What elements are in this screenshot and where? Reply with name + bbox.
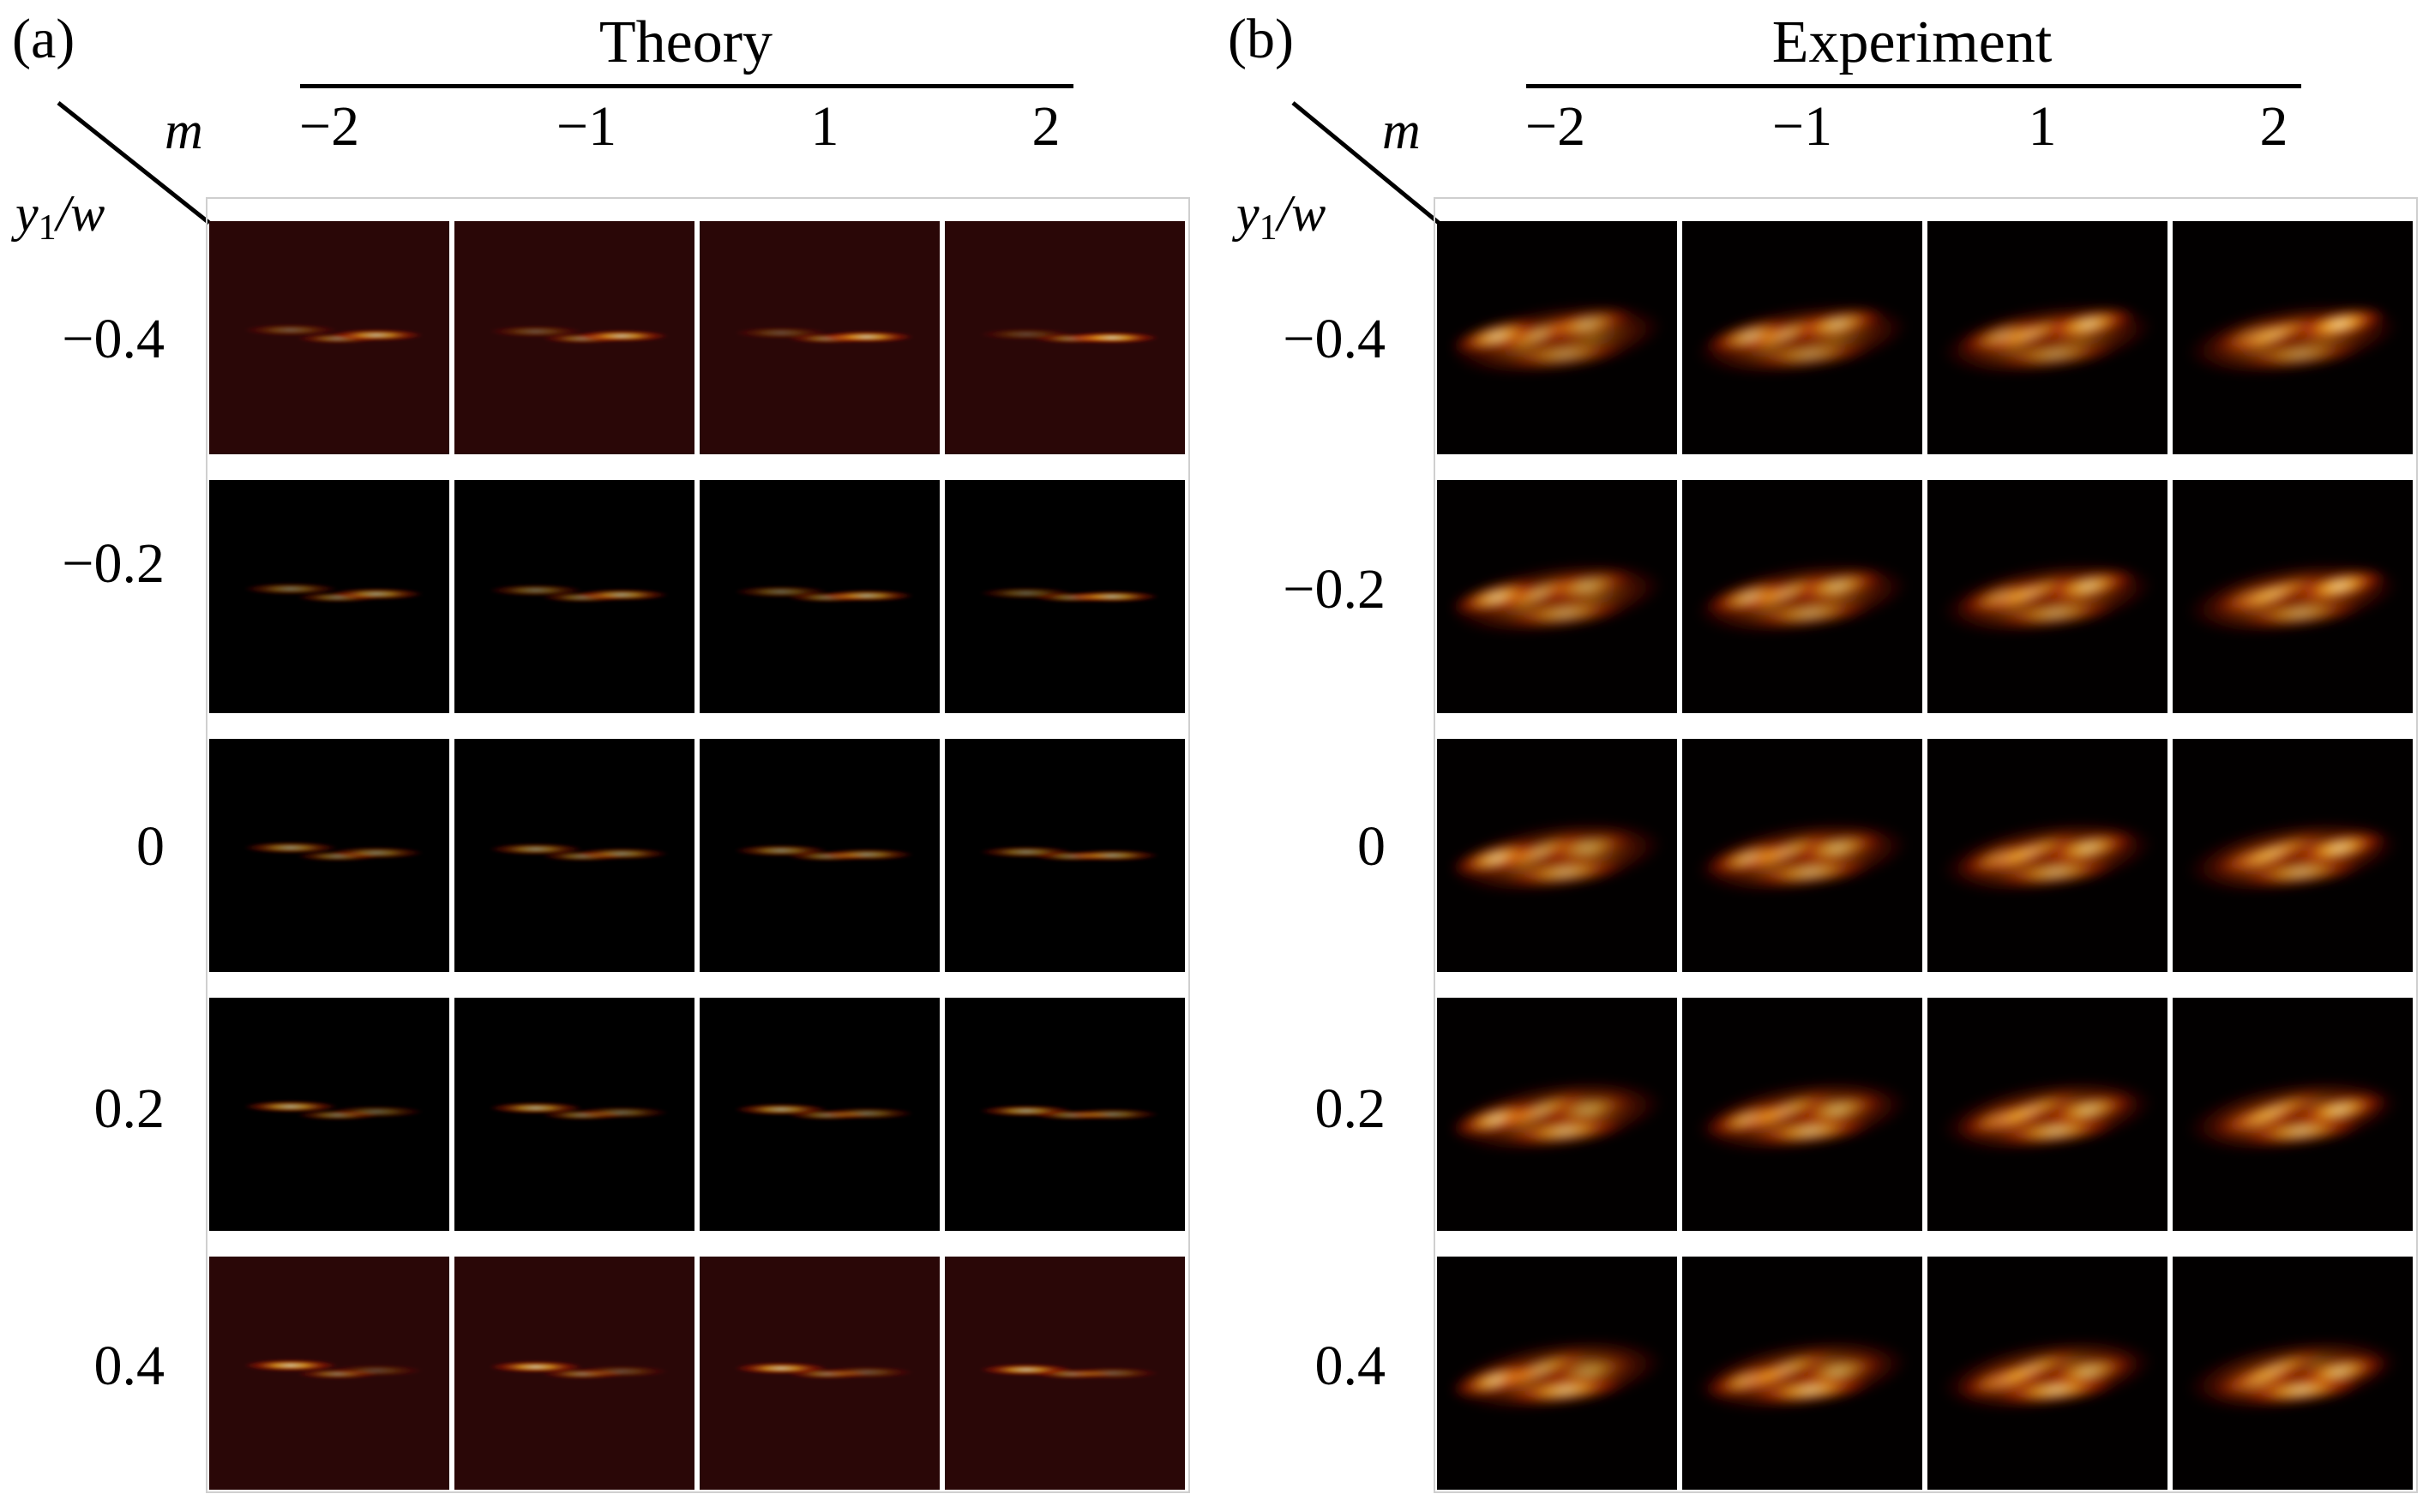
experiment-pattern xyxy=(1682,480,1926,715)
experiment-col-label: 1 xyxy=(2028,95,2057,158)
experiment-underline xyxy=(1526,84,2301,88)
panel-b-y-label: y1/w xyxy=(1236,185,1326,248)
theory-pattern xyxy=(945,480,1188,715)
theory-pattern xyxy=(454,221,698,456)
experiment-pattern xyxy=(1437,480,1680,715)
experiment-pattern xyxy=(1927,480,2171,715)
panel-a-corner-divider xyxy=(57,101,1440,225)
experiment-pattern xyxy=(1927,739,2171,974)
experiment-pattern xyxy=(1682,998,1926,1233)
experiment-col-label: −2 xyxy=(1524,95,1586,158)
experiment-pattern xyxy=(1927,221,2171,456)
experiment-pattern xyxy=(2173,221,2416,456)
experiment-pattern xyxy=(1437,998,1680,1233)
experiment-pattern xyxy=(1682,1257,1926,1491)
experiment-row-label: −0.4 xyxy=(1283,308,1386,370)
theory-pattern xyxy=(700,221,943,456)
experiment-pattern xyxy=(1927,1257,2171,1491)
theory-pattern xyxy=(209,739,453,974)
experiment-col-label: −1 xyxy=(1771,95,1833,158)
experiment-col-label: 2 xyxy=(2259,95,2288,158)
experiment-pattern xyxy=(1682,739,1926,974)
theory-grid xyxy=(206,197,1190,1493)
experiment-row-label: 0 xyxy=(1357,815,1386,878)
experiment-pattern xyxy=(2173,480,2416,715)
theory-pattern xyxy=(945,1257,1188,1491)
theory-pattern xyxy=(454,998,698,1233)
theory-row-label: 0 xyxy=(136,815,165,878)
experiment-pattern xyxy=(1437,221,1680,456)
theory-pattern xyxy=(454,480,698,715)
theory-pattern xyxy=(209,1257,453,1491)
experiment-row-label: 0.4 xyxy=(1314,1335,1386,1397)
theory-pattern xyxy=(700,998,943,1233)
theory-pattern xyxy=(945,221,1188,456)
theory-col-label: −2 xyxy=(298,95,360,158)
theory-pattern xyxy=(945,739,1188,974)
theory-pattern xyxy=(209,221,453,456)
experiment-pattern xyxy=(2173,1257,2416,1491)
panel-a-m-label: m xyxy=(165,102,203,160)
experiment-grid xyxy=(1434,197,2418,1493)
panel-b-label: (b) xyxy=(1228,8,1294,70)
theory-pattern xyxy=(454,739,698,974)
theory-pattern xyxy=(945,998,1188,1233)
experiment-pattern xyxy=(1682,221,1926,456)
theory-pattern xyxy=(454,1257,698,1491)
theory-pattern xyxy=(700,1257,943,1491)
experiment-pattern xyxy=(1437,739,1680,974)
experiment-pattern xyxy=(2173,998,2416,1233)
experiment-pattern xyxy=(1927,998,2171,1233)
panel-a-y-label: y1/w xyxy=(15,185,105,248)
theory-col-label: 1 xyxy=(810,95,839,158)
theory-pattern xyxy=(700,739,943,974)
theory-pattern xyxy=(209,998,453,1233)
panel-a-label: (a) xyxy=(12,8,75,70)
theory-row-label: −0.2 xyxy=(62,532,165,595)
theory-title: Theory xyxy=(598,9,773,75)
theory-col-label: −1 xyxy=(556,95,617,158)
experiment-row-label: −0.2 xyxy=(1283,558,1386,621)
theory-col-label: 2 xyxy=(1031,95,1061,158)
experiment-title: Experiment xyxy=(1771,9,2053,75)
theory-pattern xyxy=(209,480,453,715)
experiment-row-label: 0.2 xyxy=(1314,1077,1386,1140)
experiment-pattern xyxy=(1437,1257,1680,1491)
theory-row-label: 0.2 xyxy=(93,1077,165,1140)
theory-row-label: 0.4 xyxy=(93,1335,165,1397)
theory-pattern xyxy=(700,480,943,715)
theory-underline xyxy=(300,84,1073,88)
panel-b-m-label: m xyxy=(1382,102,1421,160)
theory-row-label: −0.4 xyxy=(62,308,165,370)
experiment-pattern xyxy=(2173,739,2416,974)
